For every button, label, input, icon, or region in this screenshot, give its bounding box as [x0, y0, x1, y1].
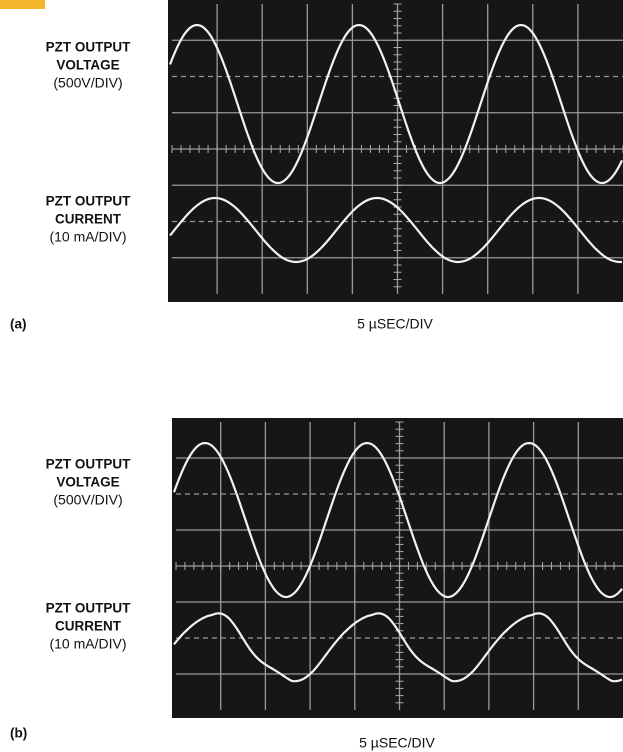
- voltage-label: PZT OUTPUT: [46, 457, 131, 472]
- voltage-label: (500V/DIV): [53, 492, 122, 508]
- voltage-label: PZT OUTPUT: [46, 40, 131, 55]
- current-label: PZT OUTPUT: [46, 601, 131, 616]
- scope-panel: PZT OUTPUT VOLTAGE (500V/DIV) PZT OUTPUT CUR…: [10, 0, 623, 332]
- panels: PZT OUTPUT VOLTAGE (500V/DIV) PZT OUTPUT CUR…: [10, 0, 623, 751]
- voltage-label: VOLTAGE: [56, 475, 119, 490]
- scope-screen: [172, 418, 623, 718]
- voltage-label: VOLTAGE: [56, 58, 119, 73]
- figure: PZT OUTPUT VOLTAGE (500V/DIV) PZT OUTPUT CUR…: [0, 0, 623, 752]
- scope-screen: [168, 0, 623, 302]
- current-label: (10 mA/DIV): [49, 636, 126, 652]
- scope-panel: PZT OUTPUT VOLTAGE (500V/DIV) PZT OUTPUT CUR…: [10, 418, 623, 751]
- current-label: CURRENT: [55, 212, 122, 227]
- current-label: CURRENT: [55, 619, 122, 634]
- voltage-label: (500V/DIV): [53, 75, 122, 91]
- current-label: (10 mA/DIV): [49, 229, 126, 245]
- current-label: PZT OUTPUT: [46, 194, 131, 209]
- timebase-label: 5 µSEC/DIV: [359, 735, 435, 751]
- panel-tag: (a): [10, 317, 27, 332]
- timebase-label: 5 µSEC/DIV: [357, 316, 433, 332]
- accent-bar: [0, 0, 45, 9]
- panel-tag: (b): [10, 726, 27, 741]
